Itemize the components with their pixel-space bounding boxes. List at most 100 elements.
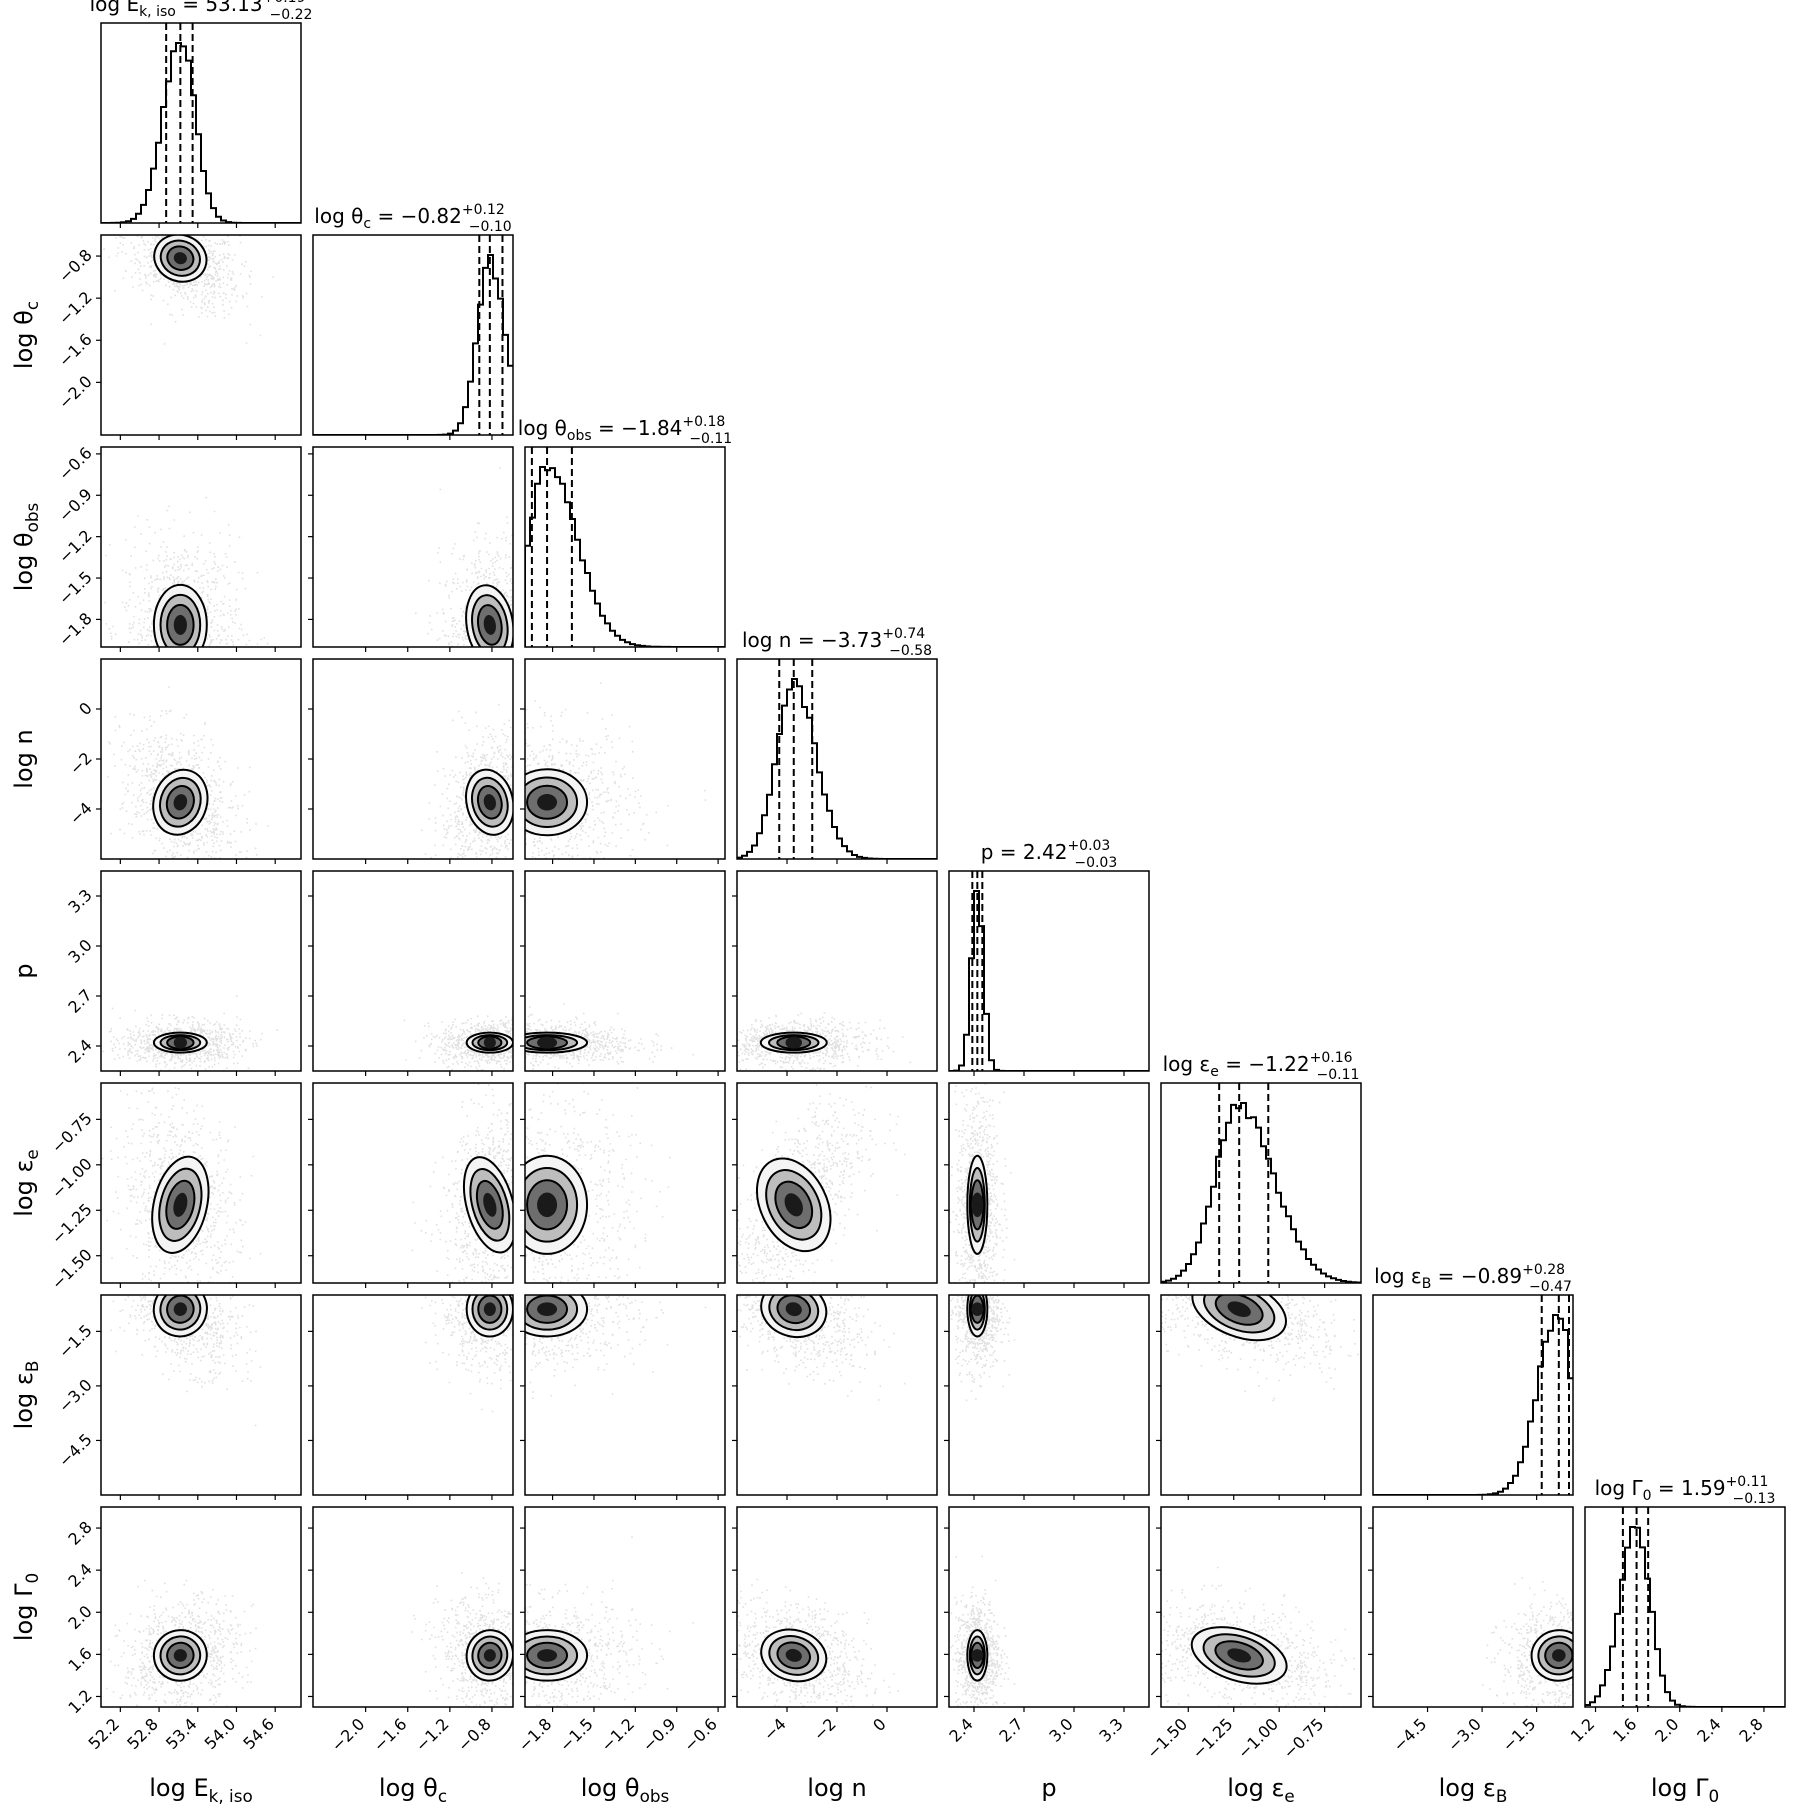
panel-frame: [1160, 1082, 1362, 1284]
svg-text:log θobs = −1.84+0.18−0.11: log θobs = −1.84+0.18 −0.11: [518, 414, 732, 447]
histogram-line: [737, 678, 937, 859]
svg-text:log Γ0 = 1.59+0.11−0.13: log Γ0 = 1.59+0.11 −0.13: [1595, 1474, 1776, 1507]
svg-text:log εe = −1.22+0.16−0.11: log εe = −1.22+0.16 −0.11: [1163, 1050, 1360, 1083]
panel-logn-vs-logEk: −4 −2 0: [66, 658, 302, 864]
panel-logGamma0-vs-logthetaobs: −1.8 −1.5 −1.2 −0.9 −0.6: [515, 1506, 726, 1755]
panel-frame: [100, 658, 302, 860]
x-tick-label: −4.5: [1389, 1714, 1430, 1755]
y-tick-label: 1.2: [64, 1686, 95, 1717]
y-tick-label: −2: [66, 748, 96, 778]
contour-level: [483, 794, 496, 811]
x-axis-label-logGamma0: log Γ0: [1651, 1774, 1719, 1806]
scatter-points: [414, 467, 513, 647]
y-tick-label: 0: [75, 698, 96, 719]
panel-frame: [1372, 1294, 1574, 1496]
contour-level: [971, 1649, 984, 1662]
panel-p-vs-logEk: 2.4 2.7 3.0 3.3: [64, 870, 302, 1076]
x-tick-label: 54.0: [201, 1714, 240, 1753]
diag-hist-logGamma0: 1.2 1.6 2.0 2.4 2.8: [1567, 1506, 1786, 1746]
y-tick-label: −4.5: [55, 1430, 96, 1471]
scatter-points: [737, 1578, 900, 1707]
y-tick-label: 1.6: [64, 1644, 95, 1675]
panel-p-vs-logthetac: [308, 870, 514, 1076]
x-tick-label: −1.5: [556, 1714, 597, 1755]
x-axis-label-logEk: log Ek, iso: [149, 1774, 252, 1806]
x-axis-label-logn: log n: [807, 1774, 866, 1802]
panel-logepsB-vs-logthetac: [308, 1294, 514, 1500]
panel-logepse-vs-p: [944, 1082, 1150, 1288]
contour-level: [537, 1036, 558, 1049]
panel-logn-vs-logthetaobs: [520, 658, 726, 864]
param-title-logEk: log Ek, iso = 53.13+0.19−0.22: [90, 0, 313, 23]
panel-frame: [1160, 1506, 1362, 1708]
contour-level: [173, 614, 187, 635]
x-tick-label: −1.50: [1143, 1714, 1191, 1762]
y-tick-label: −3.0: [55, 1375, 96, 1416]
panel-frame: [948, 1082, 1150, 1284]
contour-level: [483, 1649, 496, 1662]
scatter-points: [1482, 1577, 1573, 1707]
param-title-logepsB: log εB = −0.89+0.28 −0.47: [1374, 1262, 1572, 1295]
contour-level: [785, 1036, 802, 1049]
param-title-logn: log n = −3.73+0.74 −0.58: [742, 626, 932, 659]
svg-text:log n = −3.73+0.74−0.58: log n = −3.73+0.74 −0.58: [742, 626, 932, 659]
panel-logGamma0-vs-logepsB: −4.5 −3.0 −1.5: [1368, 1506, 1574, 1755]
histogram-line: [1161, 1102, 1361, 1283]
svg-text:log Ek, iso = 53.13+0.19−0.22: log Ek, iso = 53.13+0.19−0.22: [90, 0, 313, 23]
contour-level: [537, 1649, 558, 1662]
y-tick-label: 2.0: [64, 1602, 95, 1633]
panel-logGamma0-vs-logn: −4 −2 0: [732, 1506, 938, 1745]
x-tick-label: −1.6: [370, 1714, 411, 1755]
panel-frame: [312, 446, 514, 648]
contour-level: [1552, 1649, 1566, 1662]
scatter-points: [411, 1572, 513, 1707]
panel-frame: [524, 1506, 726, 1708]
y-tick-label: −1.6: [55, 330, 96, 371]
panel-frame: [100, 446, 302, 648]
histogram-line: [101, 42, 301, 223]
scatter-points: [737, 1084, 906, 1283]
panel-logepsB-vs-logEk: −4.5 −3.0 −1.5: [55, 1294, 302, 1500]
x-tick-label: −1.00: [1234, 1714, 1282, 1762]
diag-hist-logepse: [1160, 1082, 1362, 1288]
scatter-points: [101, 1579, 257, 1707]
x-tick-label: −3.0: [1444, 1714, 1485, 1755]
y-axis-label-logthetaobs: log θobs: [10, 503, 42, 592]
y-tick-label: −0.9: [55, 485, 96, 526]
panel-frame: [524, 446, 726, 648]
y-tick-label: −1.8: [55, 609, 96, 650]
param-title-logGamma0: log Γ0 = 1.59+0.11 −0.13: [1595, 1474, 1776, 1507]
diag-hist-logepsB: [1372, 1294, 1574, 1500]
y-axis-label-logthetac: log θc: [10, 301, 42, 369]
y-axis-label-logepse: log εe: [10, 1149, 42, 1217]
diag-hist-logn: [736, 658, 938, 864]
svg-text:p = 2.42+0.03−0.03: p = 2.42+0.03 −0.03: [981, 838, 1118, 871]
panel-frame: [312, 870, 514, 1072]
y-tick-label: −1.2: [55, 288, 96, 329]
diag-hist-logthetaobs: [524, 446, 726, 652]
y-tick-label: −1.50: [48, 1245, 96, 1293]
diag-hist-p: [948, 870, 1150, 1076]
y-tick-label: 2.4: [64, 1035, 95, 1066]
svg-text:log εB = −0.89+0.28−0.47: log εB = −0.89+0.28 −0.47: [1374, 1262, 1572, 1295]
x-tick-label: −4: [760, 1714, 790, 1744]
y-tick-label: −4: [66, 798, 96, 828]
panel-frame: [312, 1294, 514, 1496]
contour-level: [483, 1036, 496, 1049]
contour-level: [483, 1192, 497, 1217]
y-tick-label: −0.6: [55, 443, 96, 484]
x-tick-label: 1.2: [1567, 1714, 1598, 1745]
x-tick-label: 54.6: [239, 1714, 278, 1753]
x-tick-label: 2.0: [1651, 1714, 1682, 1745]
diag-hist-logEk: [100, 22, 302, 228]
panel-frame: [100, 1294, 302, 1496]
panel-logepse-vs-logthetac: [308, 1082, 514, 1288]
panel-frame: [524, 870, 726, 1072]
contour-level: [483, 1302, 496, 1316]
y-axis-label-logn: log n: [10, 729, 38, 788]
histogram-line: [313, 254, 513, 435]
y-axis-label-logGamma0: log Γ0: [10, 1573, 42, 1641]
panel-frame: [1160, 1294, 1362, 1496]
x-tick-label: −2.0: [328, 1714, 369, 1755]
